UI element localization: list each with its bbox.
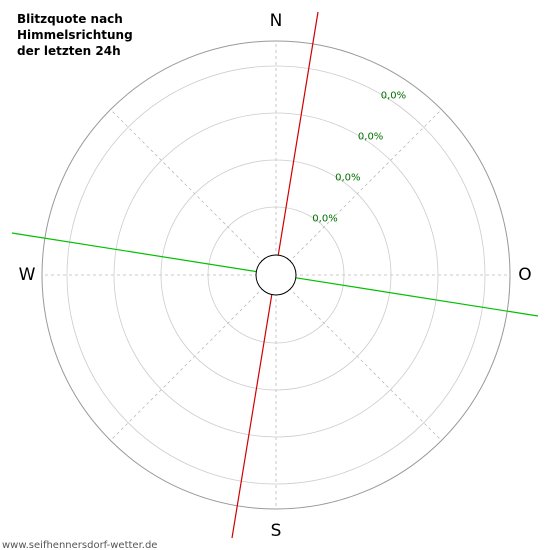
ring: [160, 159, 392, 391]
ring-label: 0,0%: [381, 90, 406, 101]
outer-ring: [41, 40, 511, 510]
spoke: [110, 109, 277, 276]
ring: [113, 112, 439, 438]
chart-title: Himmelsrichtung: [17, 28, 133, 42]
direction-label: N: [270, 11, 283, 31]
chart-title: der letzten 24h: [17, 44, 121, 58]
ring-label: 0,0%: [335, 172, 360, 183]
spoke: [110, 274, 277, 441]
chart-title: Blitzquote nach: [17, 12, 123, 26]
spoke: [275, 274, 442, 441]
center-circle: [255, 254, 297, 296]
footer-url: www.seifhennersdorf-wetter.de: [2, 540, 157, 550]
ring-label: 0,0%: [358, 131, 383, 142]
direction-label: O: [518, 265, 531, 285]
spoke: [275, 109, 442, 276]
polar-grid: [41, 40, 511, 510]
ring-label: 0,0%: [312, 214, 337, 225]
ring: [207, 206, 345, 344]
direction-label: W: [19, 265, 36, 285]
ring: [66, 65, 486, 485]
direction-label: S: [271, 521, 282, 541]
